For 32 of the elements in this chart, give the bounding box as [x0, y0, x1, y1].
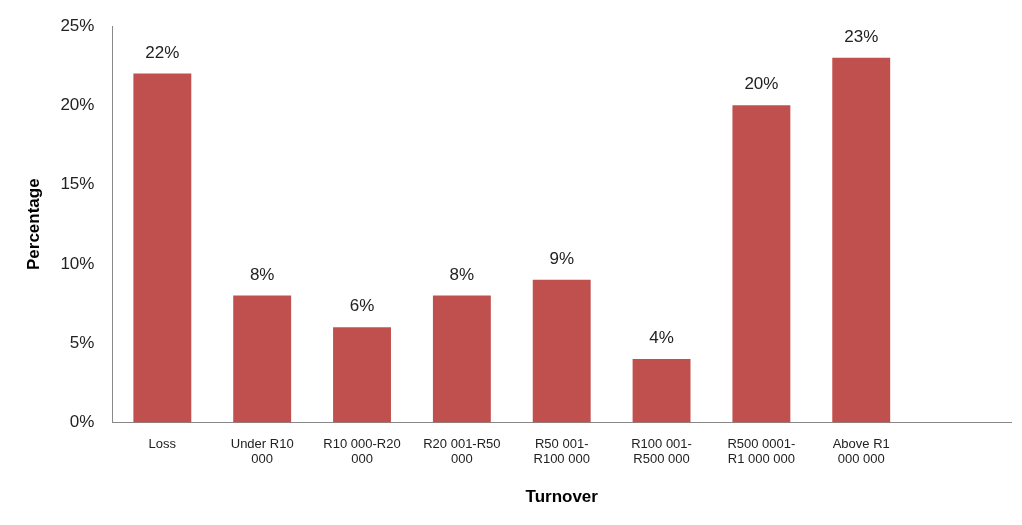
- x-tick-label: R500 0001-R1 000 000: [727, 435, 796, 467]
- y-tick-label: 5%: [69, 332, 95, 352]
- data-label: 22%: [145, 42, 180, 62]
- bar: [632, 358, 691, 423]
- y-tick-label: 20%: [60, 94, 95, 114]
- y-tick-label: 15%: [60, 174, 95, 194]
- bar: [233, 295, 292, 423]
- data-label: 6%: [349, 296, 375, 316]
- y-tick-label: 10%: [60, 253, 95, 273]
- x-axis-title: Turnover: [525, 487, 599, 507]
- data-label: 23%: [844, 26, 879, 46]
- y-tick-label: 25%: [60, 15, 95, 35]
- y-tick-label: 0%: [69, 412, 95, 432]
- x-tick-label: R100 001-R500 000: [631, 435, 692, 467]
- x-tick-label: Above R1 000 000: [832, 435, 890, 467]
- bar: [532, 279, 591, 423]
- x-tick-label: R50 001-R100 000: [533, 435, 590, 467]
- bar: [333, 327, 391, 423]
- data-label: 8%: [449, 264, 475, 284]
- data-label: 9%: [549, 248, 574, 268]
- data-label: 4%: [649, 328, 674, 348]
- bar: [732, 105, 791, 423]
- bar: [133, 73, 192, 423]
- x-tick-label: Loss: [148, 435, 177, 451]
- x-tick-label: Under R10 000: [230, 435, 294, 467]
- x-tick-label: R10 000-R20 000: [323, 435, 401, 467]
- bar: [432, 295, 491, 423]
- data-label: 20%: [744, 74, 779, 94]
- x-tick-label: R20 001-R50 000: [423, 435, 501, 467]
- data-label: 8%: [249, 264, 275, 284]
- bar: [832, 57, 891, 423]
- y-axis-title: Percentage: [23, 178, 43, 271]
